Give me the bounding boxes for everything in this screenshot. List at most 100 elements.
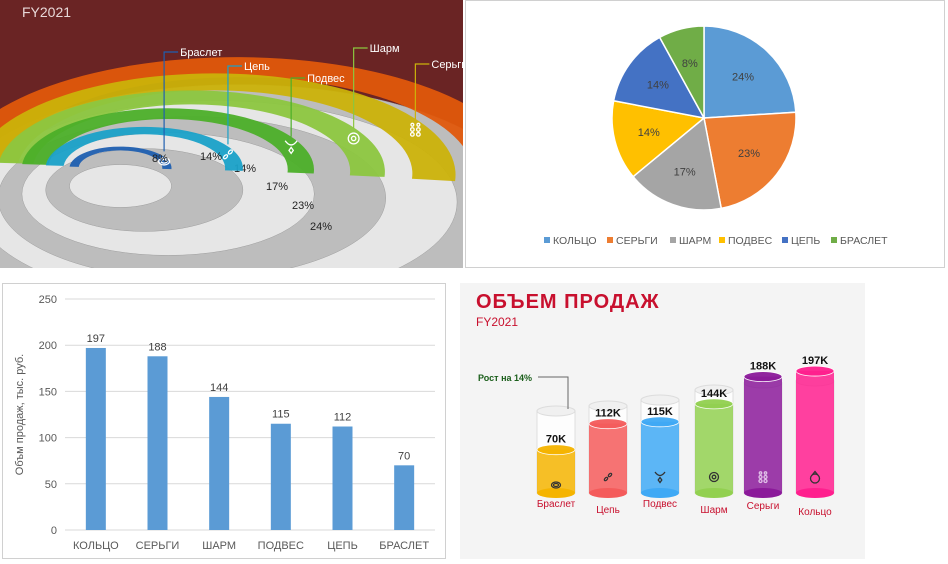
cylinder-value-label: 188K — [750, 361, 776, 373]
cylinder-fill-top — [640, 416, 680, 428]
cylinder-2: 112K Цепь — [588, 400, 628, 516]
pie-slice-label: 24% — [732, 71, 754, 83]
earrings-icon — [758, 471, 768, 484]
cylinder-bottom — [744, 488, 782, 498]
cylinder-fill — [744, 376, 782, 493]
ring-percent-label: 14% — [200, 151, 222, 163]
chain-icon — [603, 472, 613, 482]
y-tick-label: 50 — [45, 479, 57, 491]
bar-value-label: 197 — [87, 333, 105, 345]
ring-category-label: Цепь — [244, 61, 270, 73]
bar-value-label: 144 — [210, 382, 228, 394]
bar-value-label: 188 — [148, 341, 166, 353]
x-tick-label: БРАСЛЕТ — [379, 540, 429, 552]
ring-percent-label: 8% — [152, 153, 168, 165]
cylinder-3: 115K Подвес — [640, 394, 680, 510]
y-tick-label: 200 — [39, 340, 57, 352]
callout-line — [227, 65, 242, 145]
pie-slice-label: 14% — [638, 127, 660, 139]
annotation-line — [538, 376, 569, 409]
cylinder-top — [588, 400, 628, 412]
ring-chart-panel: FY2021 Кольцо24%Серьги23%Шарм17%Подвес14… — [0, 0, 463, 268]
cylinder-fill-top — [743, 371, 783, 383]
pie-slice-1 — [703, 25, 797, 119]
callout-line — [414, 63, 430, 120]
bracelet-icon — [158, 157, 171, 166]
pendant-icon — [654, 471, 666, 484]
ring-segment-3 — [22, 108, 314, 174]
ring-category-label: Браслет — [180, 47, 222, 59]
y-axis-label: Объм продаж, тыс. руб. — [14, 354, 26, 475]
bar-4 — [270, 423, 291, 530]
cylinder-chart-title: ОБЪЕМ ПРОДАЖ — [476, 291, 660, 313]
y-tick-label: 0 — [51, 525, 57, 537]
cylinder-value-label: 115K — [647, 406, 673, 418]
cylinder-bottom — [695, 488, 733, 498]
bar-chart-panel: 0 50 100 150 200 250 197 КОЛЬЦО 188 СЕРЬГИ 144 ШАРМ… — [2, 283, 446, 559]
bar-6 — [394, 465, 415, 530]
cylinder-fill-top — [694, 398, 734, 410]
bar-1 — [85, 347, 106, 530]
pie-slice-label: 17% — [674, 167, 696, 179]
cylinder-value-label: 197K — [802, 355, 828, 367]
x-tick-label: СЕРЬГИ — [136, 540, 180, 552]
ring-segment-4 — [0, 90, 385, 177]
cylinder-top — [640, 394, 680, 406]
cylinder-5: 188K Серьги — [743, 361, 783, 512]
cylinder-bottom — [641, 488, 679, 498]
cylinder-category-label: Цепь — [596, 505, 620, 516]
legend-entry: СЕРЬГИ — [616, 235, 658, 247]
cylinder-fill — [537, 449, 575, 493]
ring-icon — [809, 470, 821, 484]
cylinder-fill — [695, 403, 733, 493]
x-tick-label: ПОДВЕС — [258, 540, 304, 552]
charm-icon — [708, 471, 720, 483]
ring-percent-label: 17% — [266, 181, 288, 193]
bar-value-label: 112 — [334, 412, 352, 424]
callout-line — [290, 77, 306, 137]
cylinder-category-label: Серьги — [747, 501, 780, 512]
cylinder-top — [694, 384, 734, 396]
legend-entry: ШАРМ — [679, 235, 711, 247]
cylinder-top — [536, 405, 576, 417]
pie-chart: 24% 23% 17% 14% 14% 8% КОЛЬЦО СЕРЬГИ ШАРМ ПОДВЕС Ц… — [544, 25, 888, 247]
pie-slice-4 — [611, 99, 706, 178]
cylinder-chart-panel: ОБЪЕМ ПРОДАЖ FY2021 70K Браслет 112K Цепь 11… — [460, 283, 865, 559]
legend-entry: КОЛЬЦО — [553, 235, 597, 247]
legend-entry: БРАСЛЕТ — [840, 235, 888, 247]
x-tick-label: ШАРМ — [202, 540, 236, 552]
cylinder-bottom — [796, 488, 834, 498]
x-tick-label: ЦЕПЬ — [327, 540, 358, 552]
legend-swatch — [544, 237, 550, 243]
legend-entry: ЦЕПЬ — [791, 235, 820, 247]
cylinder-fill — [641, 421, 679, 493]
ring-percent-label: 24% — [310, 221, 332, 233]
cylinder-chart-subtitle: FY2021 — [476, 315, 519, 329]
cylinder-fill-top — [536, 444, 576, 456]
pendant-icon — [284, 140, 298, 155]
growth-annotation: Рост на 14% — [478, 373, 532, 383]
legend-swatch — [670, 237, 676, 243]
cylinder-bottom — [537, 488, 575, 498]
cylinder-value-label: 144K — [701, 388, 727, 400]
ring-percent-label: 23% — [292, 200, 314, 212]
bar-5 — [332, 426, 353, 530]
legend-swatch — [719, 237, 725, 243]
ring-chart-base-disc — [69, 164, 172, 208]
legend-swatch — [831, 237, 837, 243]
chain-icon — [222, 149, 233, 160]
cylinder-fill — [796, 371, 834, 493]
y-tick-label: 100 — [39, 433, 57, 445]
cylinder-category-label: Шарм — [700, 505, 727, 516]
bar-3 — [209, 396, 230, 530]
legend-swatch — [607, 237, 613, 243]
earrings-icon — [409, 122, 421, 137]
cylinder-value-label: 112K — [595, 408, 621, 420]
cylinder-4: 144K Шарм — [694, 384, 734, 516]
x-tick-label: КОЛЬЦО — [73, 540, 119, 552]
cylinder-category-label: Кольцо — [798, 507, 832, 518]
callout-line — [163, 51, 179, 152]
bar-chart: 0 50 100 150 200 250 197 КОЛЬЦО 188 СЕРЬГИ 144 ШАРМ… — [14, 294, 435, 552]
pie-slice-label: 14% — [647, 79, 669, 91]
bracelet-icon — [550, 481, 562, 489]
